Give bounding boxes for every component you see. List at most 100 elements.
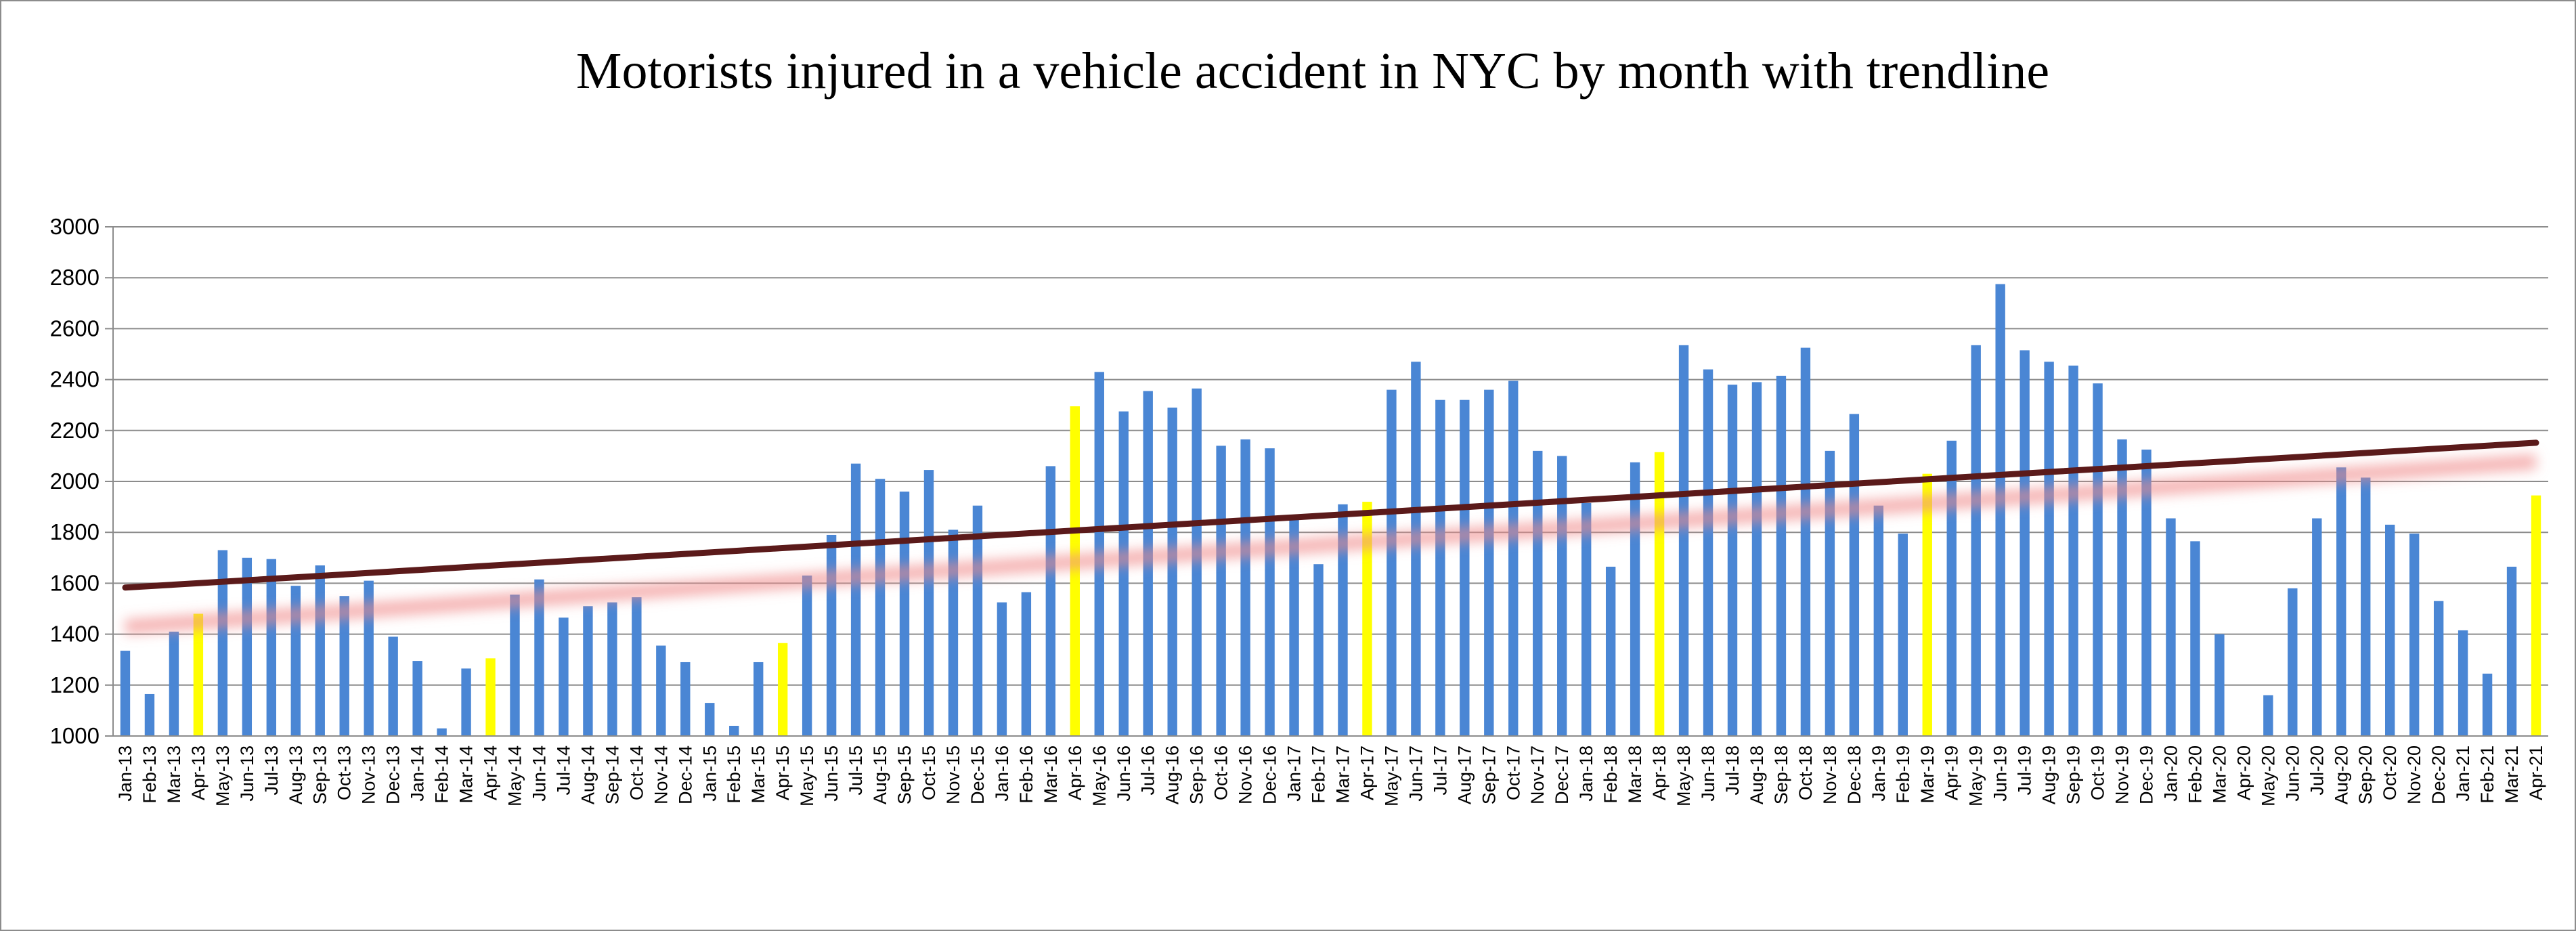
bar-Sep-15: [899, 492, 910, 736]
x-tick-label: Feb-19: [1893, 745, 1913, 804]
bar-Aug-13: [290, 586, 301, 736]
x-tick-label: May-15: [797, 745, 817, 806]
bar-Jul-20: [2312, 518, 2322, 736]
bar-Sep-14: [607, 602, 617, 736]
x-tick-label: Apr-14: [481, 745, 501, 800]
x-tick-label: Apr-18: [1649, 745, 1669, 800]
bars: [120, 284, 2541, 737]
bar-Feb-15: [729, 725, 739, 736]
bar-Jan-16: [997, 602, 1007, 736]
bar-Dec-17: [1557, 456, 1567, 736]
x-tick-label: Sep-19: [2064, 745, 2084, 804]
y-tick-label: 1000: [50, 723, 100, 748]
x-tick-label: Jul-18: [1722, 745, 1743, 796]
bar-Jul-13: [266, 559, 276, 736]
x-tick-label: Jun-18: [1698, 745, 1718, 802]
bar-May-18: [1678, 345, 1689, 737]
bar-Jul-14: [559, 618, 569, 736]
trendline: [122, 439, 2539, 591]
x-tick-label: Jun-19: [1990, 745, 2011, 802]
x-tick-label: Sep-20: [2355, 745, 2376, 804]
y-tick-label: 2400: [50, 367, 100, 392]
trendline-layer: [122, 439, 2539, 634]
x-tick-label: Mar-15: [748, 745, 768, 804]
x-tick-label: Nov-16: [1236, 745, 1256, 804]
bar-Jun-17: [1411, 362, 1421, 736]
bar-Oct-15: [923, 470, 934, 736]
x-tick-label: Jan-17: [1284, 745, 1305, 802]
bar-Aug-16: [1167, 407, 1177, 736]
bar-Mar-20: [2214, 634, 2225, 736]
bar-May-17: [1387, 389, 1397, 736]
y-tick-label: 1800: [50, 519, 100, 544]
x-tick-label: Sep-14: [602, 745, 622, 804]
y-tick-label: 3000: [50, 214, 100, 239]
bar-May-14: [510, 594, 520, 736]
x-tick-label: Sep-18: [1771, 745, 1791, 804]
bar-Dec-20: [2433, 601, 2444, 736]
bar-Mar-21: [2506, 566, 2517, 736]
chart-title: Motorists injured in a vehicle accident …: [576, 43, 2049, 100]
bar-Jan-13: [120, 651, 131, 736]
bar-Jul-17: [1435, 399, 1445, 736]
bar-Nov-19: [2117, 439, 2127, 736]
y-tick-label: 1200: [50, 672, 100, 697]
y-tick-label: 2800: [50, 265, 100, 290]
bar-Nov-13: [364, 580, 374, 736]
bar-Aug-19: [2044, 362, 2054, 736]
x-tick-label: Mar-14: [456, 745, 477, 804]
bar-Mar-18: [1630, 462, 1640, 736]
bar-Jul-15: [850, 463, 861, 736]
x-tick-label: Oct-17: [1503, 745, 1523, 800]
x-tick-label: Apr-20: [2233, 745, 2254, 800]
x-tick-label: Apr-15: [772, 745, 793, 800]
x-tick-label: Sep-17: [1479, 745, 1499, 804]
bar-Nov-16: [1240, 439, 1250, 736]
bar-Feb-19: [1898, 534, 1908, 736]
bar-Jan-19: [1873, 505, 1884, 736]
x-tick-label: Oct-14: [626, 745, 647, 800]
x-tick-label: Sep-15: [894, 745, 915, 804]
bar-Mar-17: [1338, 504, 1348, 736]
x-tick-label: Jun-13: [237, 745, 257, 802]
x-tick-label: Mar-20: [2209, 745, 2229, 804]
bar-Oct-19: [2093, 383, 2103, 736]
x-tick-label: Dec-14: [675, 745, 695, 804]
bar-Apr-16: [1070, 406, 1080, 736]
x-tick-label: Jun-15: [821, 745, 842, 802]
x-tick-label: Nov-14: [651, 745, 671, 804]
x-tick-label: Sep-16: [1187, 745, 1207, 804]
x-tick-label: Jan-16: [992, 745, 1012, 802]
bar-Sep-17: [1484, 389, 1494, 736]
bar-Jan-18: [1581, 502, 1592, 736]
x-tick-label: Dec-16: [1260, 745, 1280, 804]
x-axis-ticks: Jan-13 Feb-13 Mar-13 Apr-13 May-13 Jun-13 Jul-…: [115, 745, 2546, 806]
x-tick-label: May-17: [1381, 745, 1401, 806]
x-tick-label: Jun-16: [1114, 745, 1134, 802]
bar-Nov-15: [948, 529, 959, 736]
x-tick-label: Mar-17: [1332, 745, 1353, 804]
x-tick-label: Jan-13: [115, 745, 135, 802]
bar-Mar-19: [1922, 473, 1932, 736]
x-tick-label: Jul-20: [2307, 745, 2327, 796]
bar-Jun-14: [534, 579, 544, 736]
x-tick-label: Mar-19: [1917, 745, 1938, 804]
x-tick-label: Nov-20: [2404, 745, 2424, 804]
y-tick-label: 2200: [50, 418, 100, 443]
bar-Oct-16: [1216, 446, 1226, 736]
x-tick-label: Dec-13: [383, 745, 403, 804]
bar-Jun-15: [826, 534, 837, 736]
x-tick-label: Aug-17: [1454, 745, 1475, 804]
bar-Jun-18: [1703, 369, 1713, 736]
bar-Mar-16: [1045, 466, 1056, 736]
bar-Aug-14: [583, 606, 593, 736]
x-tick-label: Feb-16: [1016, 745, 1036, 804]
x-tick-label: Jun-17: [1405, 745, 1426, 802]
bar-Feb-18: [1605, 566, 1616, 736]
x-tick-label: Nov-18: [1820, 745, 1840, 804]
bar-Dec-18: [1849, 414, 1860, 736]
x-tick-label: Aug-18: [1747, 745, 1767, 804]
x-tick-label: Apr-21: [2526, 745, 2546, 800]
bar-Oct-14: [632, 597, 642, 736]
